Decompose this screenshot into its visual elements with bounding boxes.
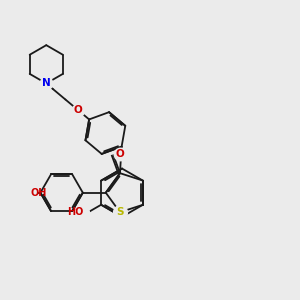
Text: O: O [74, 105, 82, 115]
Text: HO: HO [67, 207, 83, 217]
Text: N: N [42, 79, 51, 88]
Text: OH: OH [31, 188, 47, 198]
Text: O: O [116, 149, 124, 159]
Text: S: S [116, 207, 124, 217]
